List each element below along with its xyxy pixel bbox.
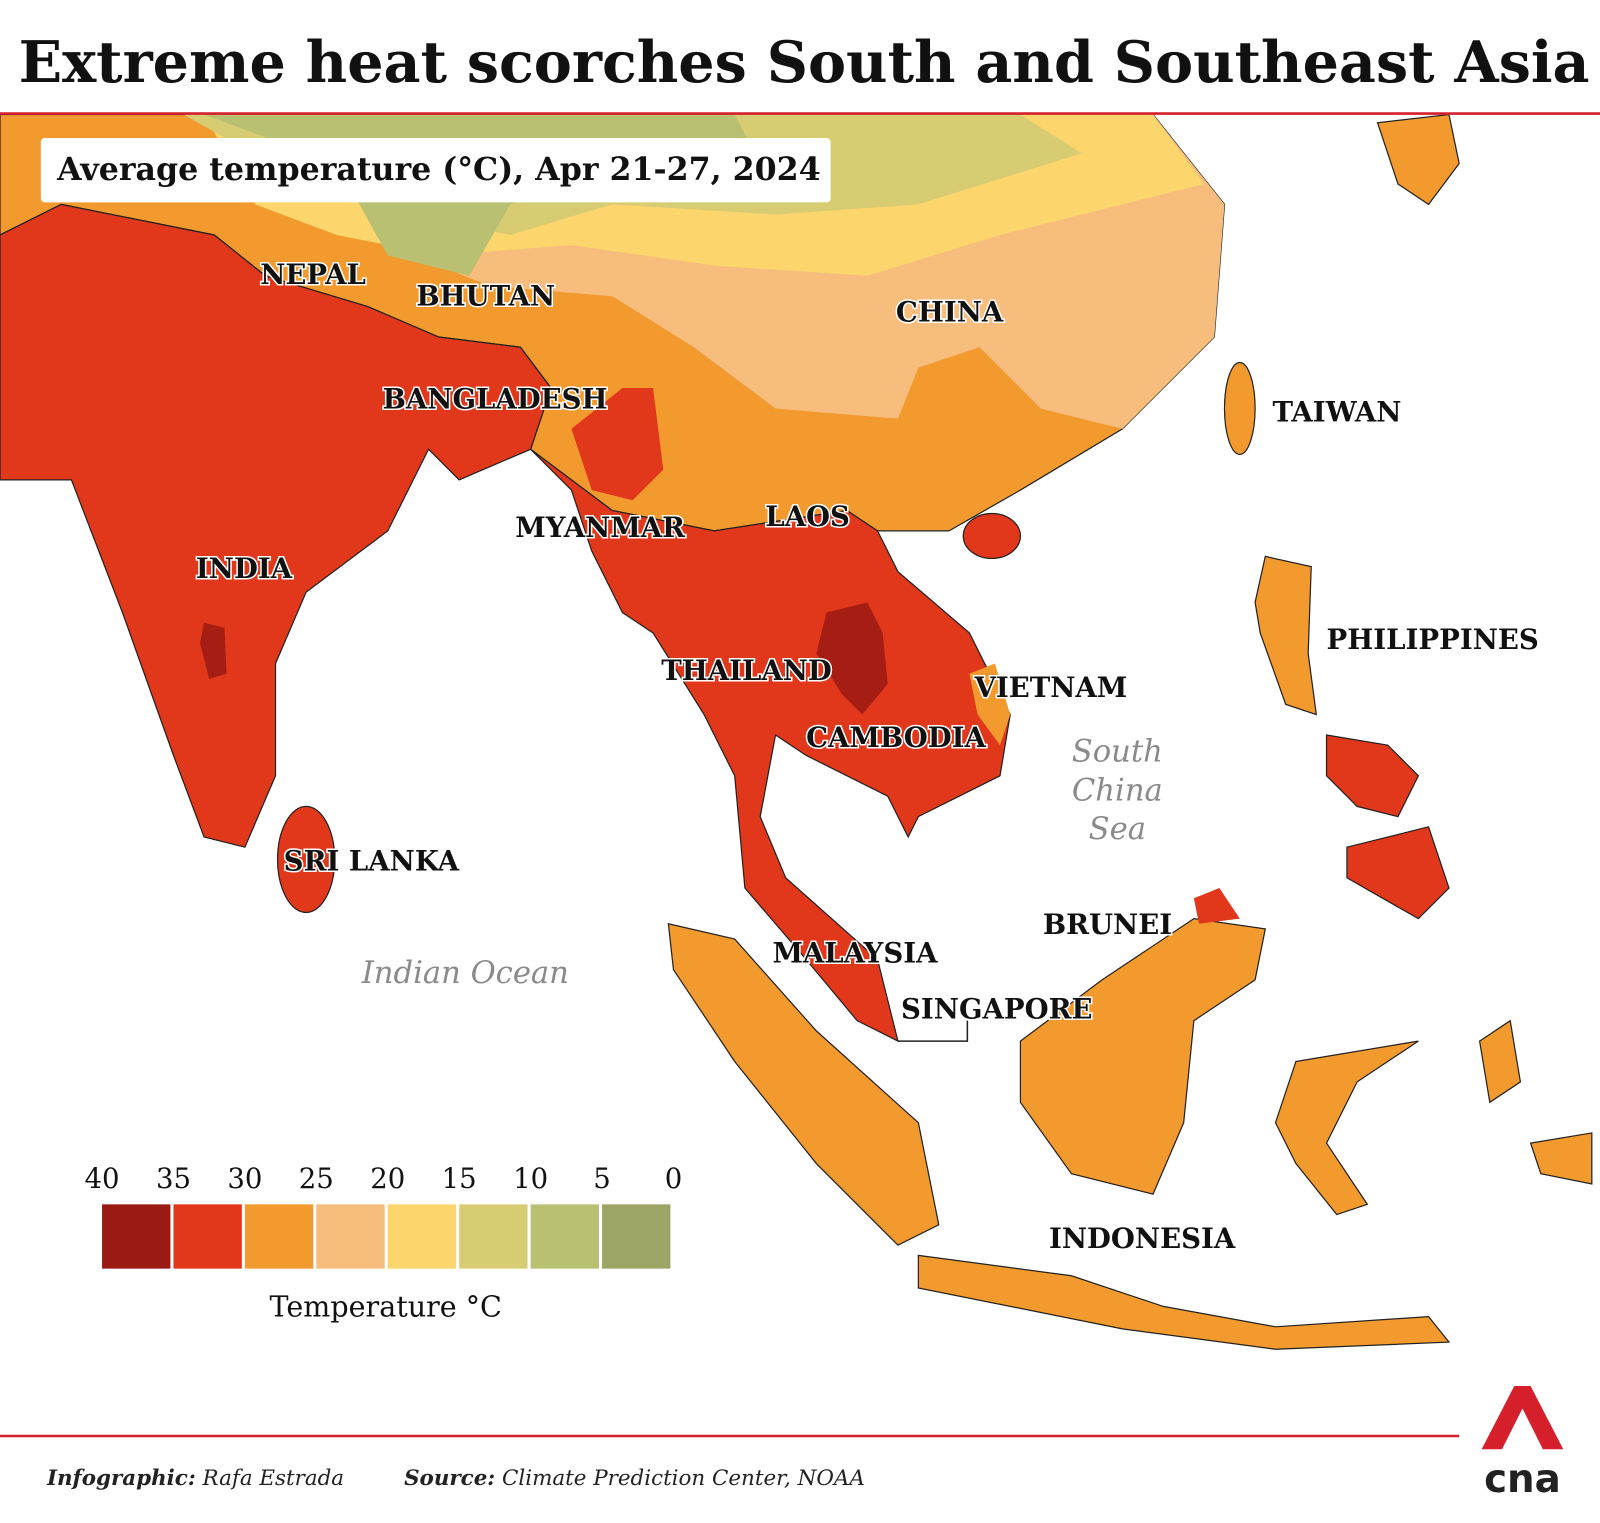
logo-text: cna bbox=[1484, 1457, 1561, 1502]
java-and-islands bbox=[917, 1254, 1451, 1350]
legend-tick: 0 bbox=[665, 1163, 683, 1195]
sea-label: Sea bbox=[1089, 812, 1146, 847]
country-label: MALAYSIA bbox=[772, 938, 938, 970]
country-label: INDONESIA bbox=[1049, 1223, 1236, 1255]
title: Extreme heat scorches South and Southeas… bbox=[19, 29, 1590, 96]
luzon bbox=[1254, 555, 1318, 716]
subtitle: Average temperature (°C), Apr 21-27, 202… bbox=[56, 151, 821, 188]
legend-swatch bbox=[316, 1204, 385, 1269]
legend-swatch bbox=[102, 1204, 171, 1269]
maluku bbox=[1478, 1019, 1593, 1185]
sea-label: China bbox=[1072, 773, 1163, 808]
sea-label: Indian Ocean bbox=[361, 956, 569, 991]
legend-title: Temperature °C bbox=[270, 1290, 502, 1324]
sumatra bbox=[667, 922, 940, 1246]
sabah bbox=[1193, 888, 1240, 924]
country-labels: NEPAL BHUTAN CHINA BANGLADESH TAIWAN MYA… bbox=[194, 257, 1540, 1256]
legend-tick: 30 bbox=[227, 1163, 262, 1195]
source-label: Source: bbox=[404, 1466, 495, 1491]
sulawesi bbox=[1274, 1040, 1419, 1216]
legend-tick: 10 bbox=[513, 1163, 548, 1195]
legend-tick: 20 bbox=[370, 1163, 405, 1195]
header-background bbox=[0, 0, 1600, 114]
legend-swatch bbox=[602, 1204, 671, 1269]
thailand-hot-spot bbox=[816, 602, 888, 715]
country-label: BRUNEI bbox=[1043, 909, 1172, 941]
visayas bbox=[1325, 734, 1420, 818]
sea-label: South bbox=[1072, 735, 1163, 770]
legend-swatch bbox=[530, 1204, 599, 1269]
country-label: BHUTAN bbox=[416, 280, 555, 312]
singapore-leader bbox=[897, 1020, 969, 1042]
country-label: SRI LANKA bbox=[284, 846, 460, 878]
country-label: LAOS bbox=[765, 501, 850, 533]
sri-lanka bbox=[276, 805, 336, 914]
india bbox=[0, 203, 552, 848]
country-label: CAMBODIA bbox=[806, 722, 986, 754]
legend-swatch bbox=[387, 1204, 457, 1269]
logo-mark bbox=[1481, 1385, 1564, 1450]
borneo bbox=[1019, 918, 1267, 1195]
legend-tick: 25 bbox=[299, 1163, 334, 1195]
legend-tick: 15 bbox=[442, 1163, 477, 1195]
hainan bbox=[962, 512, 1022, 560]
country-label: CHINA bbox=[896, 297, 1004, 329]
legend-tick: 40 bbox=[85, 1163, 120, 1195]
myanmar-hot-zone bbox=[571, 388, 664, 501]
source: Source: Climate Prediction Center, NOAA bbox=[404, 1466, 865, 1491]
vietnam-coast bbox=[969, 663, 1011, 746]
country-label: INDIA bbox=[196, 553, 293, 585]
country-label: SINGAPORE bbox=[901, 994, 1092, 1026]
mindanao bbox=[1346, 826, 1450, 920]
source-name: Climate Prediction Center, NOAA bbox=[502, 1466, 865, 1491]
legend-tick: 5 bbox=[593, 1163, 611, 1195]
taiwan bbox=[1223, 361, 1256, 455]
legend: 40 35 30 25 20 15 10 5 0 bbox=[85, 1163, 683, 1269]
country-label: VIETNAM bbox=[973, 672, 1127, 704]
country-label: MYANMAR bbox=[515, 512, 686, 544]
legend-swatch bbox=[459, 1204, 528, 1269]
country-label: BANGLADESH bbox=[383, 383, 608, 415]
country-label: THAILAND bbox=[661, 655, 832, 687]
country-label: NEPAL bbox=[260, 259, 366, 291]
mainland-southeast-asia bbox=[530, 448, 1011, 1043]
legend-swatch bbox=[173, 1204, 242, 1269]
country-label: PHILIPPINES bbox=[1327, 624, 1539, 656]
legend-tick: 35 bbox=[156, 1163, 191, 1195]
subtitle-box bbox=[40, 138, 831, 203]
legend-swatch bbox=[244, 1204, 314, 1269]
credit-name: Rafa Estrada bbox=[202, 1466, 345, 1491]
credit: Infographic: Rafa Estrada bbox=[46, 1466, 344, 1491]
credit-label: Infographic: bbox=[46, 1466, 196, 1491]
india-hot-spot bbox=[200, 622, 227, 679]
japan-islands bbox=[1376, 113, 1460, 206]
country-label: TAIWAN bbox=[1272, 397, 1401, 429]
